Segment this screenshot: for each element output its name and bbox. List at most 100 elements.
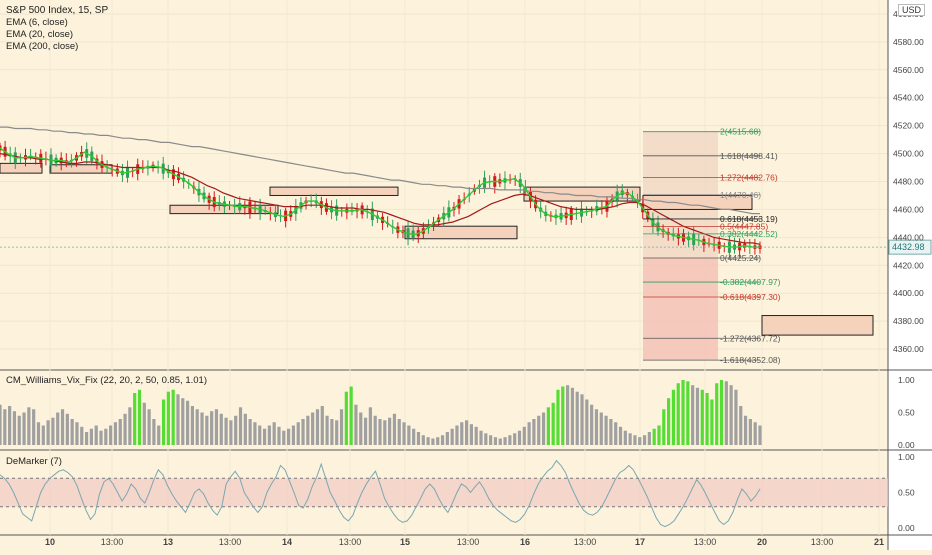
vix-bar [585,399,589,445]
time-tick-label: 21 [874,537,884,547]
vix-bar [546,407,550,445]
vix-bar [565,385,570,445]
vix-bar [75,422,79,445]
vix-bar [729,385,733,445]
vix-bar [450,428,454,445]
vix-bar [65,413,69,445]
vix-bar [301,419,305,445]
vix-bar [46,420,50,445]
vix-bar [638,437,642,445]
vix-bar [262,428,267,445]
vix-bar [748,419,752,445]
vix-bar [426,437,430,445]
price-axis-background [888,0,932,550]
vix-bar [166,391,170,445]
vix-bar [147,409,151,445]
chart-legend: S&P 500 Index, 15, SP EMA (6, close) EMA… [6,5,108,53]
vix-bar [8,406,12,445]
vix-bar [407,425,411,445]
vix-bar [724,381,728,445]
vix-bar [291,425,296,445]
vix-bar [416,432,421,445]
vix-bar [3,409,7,445]
indicator-ema200[interactable]: EMA (200, close) [6,41,79,52]
vix-bar [234,415,238,445]
fib-level-label: -1.618(4352.08) [720,355,781,365]
candle [595,199,599,216]
vix-bar [489,435,493,445]
vix-bar [238,407,243,445]
price-tick-label: 4420.00 [893,260,924,270]
price-tick-label: 4460.00 [893,204,924,214]
vix-bar [551,402,555,445]
vix-bar [700,389,704,445]
vix-tick-label: 0.50 [898,408,915,418]
vix-bar [137,389,142,445]
vix-bar [498,438,502,445]
ema6-line [0,147,760,248]
vix-bar [363,417,368,445]
vix-bar [743,415,748,445]
vix-bar [662,409,666,445]
vix-bar [667,398,671,445]
candle [141,160,145,173]
vix-bar [224,417,228,445]
vix-bar [618,426,623,445]
fib-level-label: 0(4425.24) [720,253,761,263]
vix-bar [32,409,36,445]
vix-bar [460,422,464,445]
vix-bar [354,404,358,445]
demarker-pane-label[interactable]: DeMarker (7) [6,456,62,467]
vix-bar [599,412,603,445]
vix-bar [513,433,517,445]
vix-bar [214,409,219,445]
vix-bar [335,420,339,445]
vix-bar [479,430,483,445]
time-tick-label: 13 [163,537,173,547]
price-tick-label: 4500.00 [893,149,924,159]
ema20-line [0,153,761,245]
vix-bar [36,422,41,445]
vix-pane-label[interactable]: CM_Williams_Vix_Fix (22, 20, 2, 50, 0.85… [6,375,207,386]
vix-bar [388,417,392,445]
vix-bar [133,393,137,445]
vix-bar [229,420,233,445]
vix-bar [522,426,526,445]
vix-bar [710,399,714,445]
vix-bar [570,387,575,445]
ema200-line [0,126,760,215]
vix-bar [84,432,89,445]
vix-bar [604,415,608,445]
vix-bar [248,419,252,445]
vix-bar [440,435,445,445]
vix-bar [532,419,536,445]
vix-bar [123,413,127,445]
vix-bar [113,422,118,445]
vix-bar [17,415,21,445]
candle [493,173,497,194]
vix-bar [152,419,156,445]
vix-bar [359,412,363,445]
vix-bar [695,387,700,445]
vix-bar [758,425,762,445]
vix-bar [12,411,17,445]
fib-level-label: 0.618(4453.19) [720,214,778,224]
indicator-ema6[interactable]: EMA (6, close) [6,17,68,28]
indicator-ema20[interactable]: EMA (20, close) [6,29,74,40]
vix-bar [181,398,185,445]
vix-bar [575,391,579,445]
symbol-title[interactable]: S&P 500 Index, 15, SP [6,5,109,16]
vix-bar [421,435,425,445]
price-tick-label: 4480.00 [893,177,924,187]
vix-bar [753,422,757,445]
vix-bar [99,430,103,445]
vix-bar [493,437,498,445]
vix-bar [344,391,348,445]
zone-box [269,186,399,196]
vix-bar [373,415,377,445]
vix-tick-label: 0.00 [898,440,915,450]
vix-bar [60,409,65,445]
vix-bar [590,404,594,445]
vix-bar [445,432,449,445]
